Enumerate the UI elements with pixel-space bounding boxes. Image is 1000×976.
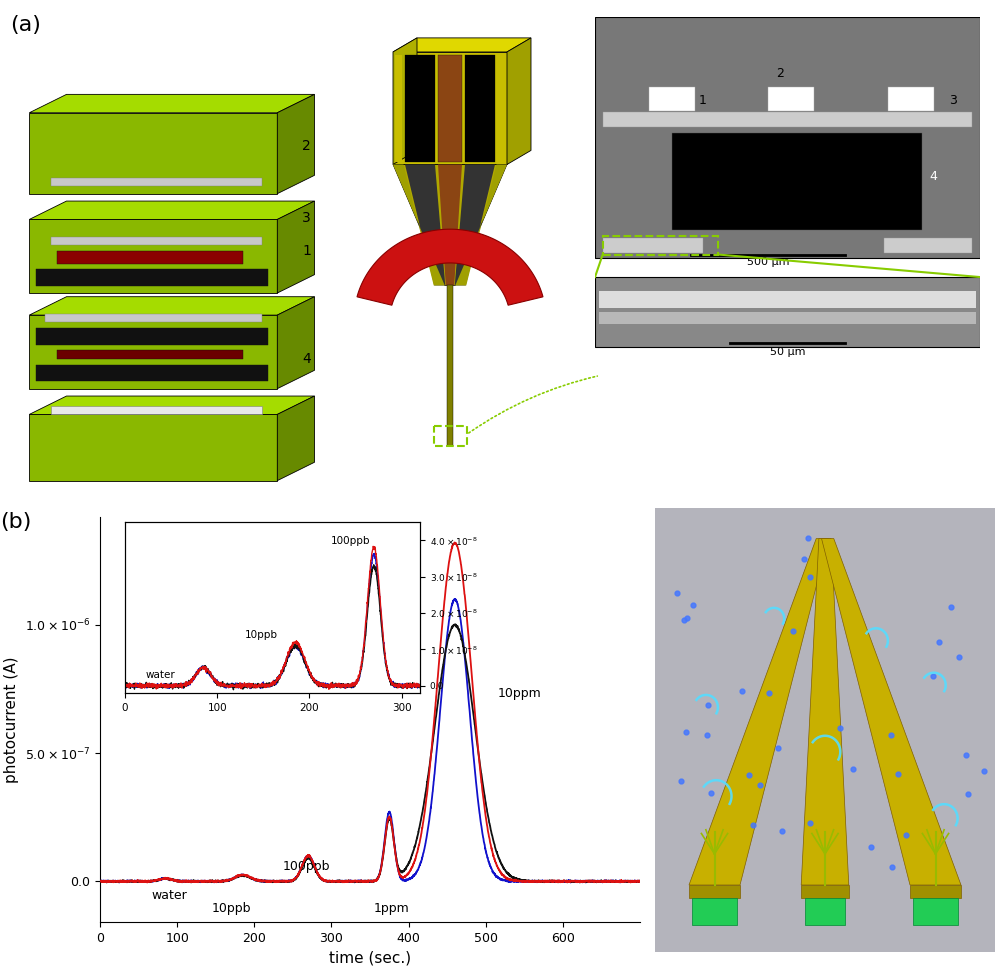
Polygon shape bbox=[357, 229, 543, 305]
Polygon shape bbox=[689, 885, 740, 898]
Polygon shape bbox=[29, 113, 277, 193]
Text: 1: 1 bbox=[699, 94, 707, 107]
Polygon shape bbox=[801, 539, 849, 885]
Polygon shape bbox=[29, 415, 277, 480]
Polygon shape bbox=[805, 898, 845, 925]
Text: 100ppb: 100ppb bbox=[331, 536, 371, 546]
Polygon shape bbox=[498, 55, 506, 162]
Polygon shape bbox=[405, 55, 435, 162]
Polygon shape bbox=[888, 87, 934, 110]
Polygon shape bbox=[277, 95, 314, 193]
Polygon shape bbox=[277, 396, 314, 480]
Polygon shape bbox=[51, 406, 262, 415]
Polygon shape bbox=[455, 165, 507, 285]
Polygon shape bbox=[393, 52, 507, 165]
Polygon shape bbox=[603, 238, 703, 253]
Text: 10ppb: 10ppb bbox=[245, 630, 278, 640]
Text: 2: 2 bbox=[776, 66, 784, 80]
Text: 1: 1 bbox=[302, 244, 311, 258]
Text: 100ppb: 100ppb bbox=[283, 860, 330, 873]
Polygon shape bbox=[394, 55, 402, 162]
Polygon shape bbox=[393, 165, 445, 285]
Polygon shape bbox=[768, 87, 814, 110]
Polygon shape bbox=[29, 297, 314, 315]
Polygon shape bbox=[57, 251, 243, 264]
Polygon shape bbox=[689, 539, 828, 885]
Polygon shape bbox=[447, 285, 453, 446]
Polygon shape bbox=[393, 165, 507, 285]
Polygon shape bbox=[599, 312, 976, 324]
Polygon shape bbox=[277, 297, 314, 388]
Polygon shape bbox=[438, 55, 462, 162]
Polygon shape bbox=[603, 112, 972, 128]
Text: water: water bbox=[152, 889, 187, 902]
Text: 10ppm: 10ppm bbox=[497, 687, 541, 700]
Polygon shape bbox=[51, 237, 262, 245]
Text: (b): (b) bbox=[1, 512, 32, 532]
Polygon shape bbox=[465, 55, 495, 162]
Polygon shape bbox=[672, 133, 922, 230]
Polygon shape bbox=[29, 95, 314, 113]
Polygon shape bbox=[277, 201, 314, 293]
Polygon shape bbox=[405, 165, 445, 285]
Polygon shape bbox=[438, 165, 462, 285]
Polygon shape bbox=[913, 898, 958, 925]
Polygon shape bbox=[29, 315, 277, 388]
Text: 1ppm: 1ppm bbox=[374, 902, 409, 915]
Polygon shape bbox=[51, 178, 262, 186]
Polygon shape bbox=[36, 269, 268, 286]
Polygon shape bbox=[649, 87, 695, 110]
Polygon shape bbox=[45, 314, 262, 322]
Polygon shape bbox=[36, 365, 268, 382]
Polygon shape bbox=[29, 396, 314, 415]
Text: 4: 4 bbox=[930, 170, 938, 183]
Polygon shape bbox=[599, 291, 976, 308]
Y-axis label: photocurrent (A): photocurrent (A) bbox=[4, 657, 19, 783]
Polygon shape bbox=[507, 38, 531, 165]
Polygon shape bbox=[36, 328, 268, 345]
Text: 500 μm: 500 μm bbox=[747, 257, 790, 266]
Text: (a): (a) bbox=[10, 15, 41, 34]
Polygon shape bbox=[595, 17, 980, 258]
Text: 2: 2 bbox=[302, 139, 311, 153]
Text: 3: 3 bbox=[949, 94, 957, 107]
Polygon shape bbox=[393, 38, 417, 165]
Text: 4: 4 bbox=[302, 352, 311, 366]
Polygon shape bbox=[655, 508, 995, 952]
Polygon shape bbox=[393, 38, 531, 52]
Polygon shape bbox=[57, 350, 243, 359]
Polygon shape bbox=[455, 165, 495, 285]
Text: 3: 3 bbox=[302, 211, 311, 224]
Polygon shape bbox=[801, 885, 849, 898]
Text: water: water bbox=[145, 671, 175, 680]
Polygon shape bbox=[884, 238, 972, 253]
X-axis label: time (sec.): time (sec.) bbox=[329, 951, 411, 965]
Polygon shape bbox=[910, 885, 961, 898]
Polygon shape bbox=[595, 277, 980, 347]
Text: 50 μm: 50 μm bbox=[770, 346, 805, 357]
Polygon shape bbox=[692, 898, 737, 925]
Polygon shape bbox=[29, 201, 314, 220]
Text: 10ppb: 10ppb bbox=[211, 902, 251, 915]
Polygon shape bbox=[29, 220, 277, 293]
Polygon shape bbox=[822, 539, 961, 885]
